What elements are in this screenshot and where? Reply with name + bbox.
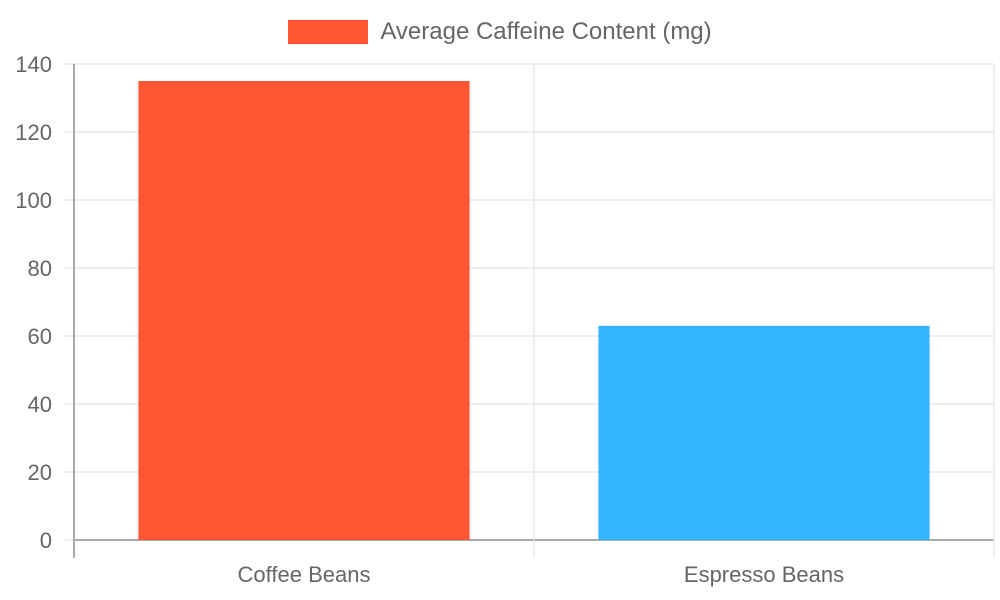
y-tick-label: 80	[28, 256, 52, 281]
y-tick-label: 40	[28, 392, 52, 417]
x-tick-label: Espresso Beans	[684, 562, 844, 587]
y-tick-label: 60	[28, 324, 52, 349]
y-tick-label: 20	[28, 460, 52, 485]
bar-coffee-beans	[138, 81, 470, 540]
legend-swatch	[288, 20, 369, 44]
y-tick-label: 100	[15, 188, 52, 213]
bar-espresso-beans	[598, 325, 930, 540]
x-tick-label: Coffee Beans	[238, 562, 371, 587]
y-tick-label: 0	[40, 528, 52, 553]
chart-legend[interactable]: Average Caffeine Content (mg)	[0, 18, 1000, 46]
legend-label: Average Caffeine Content (mg)	[380, 18, 712, 45]
y-tick-label: 120	[15, 120, 52, 145]
y-tick-label: 140	[15, 52, 52, 77]
